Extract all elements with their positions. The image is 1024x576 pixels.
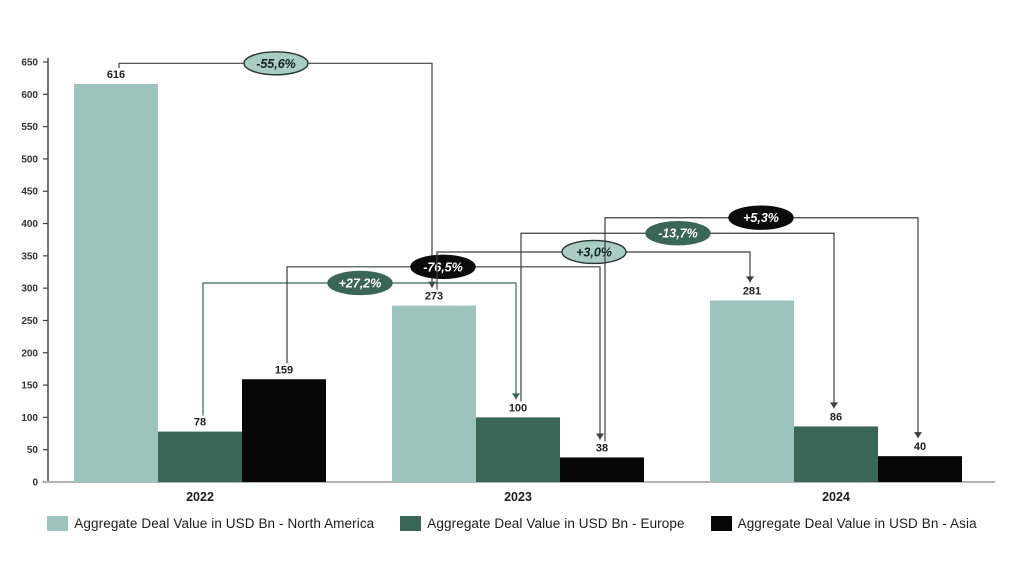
bar-2022-series2 <box>242 379 326 482</box>
y-axis-tick-label: 600 <box>21 90 38 101</box>
change-badge-label: -55,6% <box>256 57 296 71</box>
y-axis-tick-label: 0 <box>32 478 38 489</box>
bar-2024-series1 <box>794 426 878 482</box>
change-badge-label: +3,0% <box>576 245 612 259</box>
y-axis-tick-label: 650 <box>21 58 38 69</box>
legend-item-north-america: Aggregate Deal Value in USD Bn - North A… <box>47 516 374 531</box>
connector-arrowhead <box>746 276 754 283</box>
bar-2023-series0 <box>392 305 476 482</box>
y-axis-tick-label: 350 <box>21 251 38 262</box>
bar-value-label: 86 <box>830 411 842 423</box>
y-axis-tick-label: 200 <box>21 348 38 359</box>
y-axis-tick-label: 300 <box>21 284 38 295</box>
legend-swatch-asia <box>710 516 732 531</box>
connector-arrowhead <box>512 393 520 400</box>
bar-2024-series2 <box>878 456 962 482</box>
y-axis-tick-label: 400 <box>21 219 38 230</box>
x-axis-label-2022: 2022 <box>186 490 214 504</box>
legend-label-europe: Aggregate Deal Value in USD Bn - Europe <box>427 516 685 531</box>
bar-value-label: 78 <box>194 417 206 429</box>
bar-2022-series1 <box>158 431 242 482</box>
x-axis-label-2024: 2024 <box>822 490 850 504</box>
bar-value-label: 40 <box>914 441 926 453</box>
legend-item-europe: Aggregate Deal Value in USD Bn - Europe <box>400 516 684 531</box>
legend-swatch-europe <box>400 516 422 531</box>
change-badge <box>561 239 627 265</box>
legend-label-asia: Aggregate Deal Value in USD Bn - Asia <box>737 516 977 531</box>
legend-swatch-north-america <box>47 516 69 531</box>
legend-item-asia: Aggregate Deal Value in USD Bn - Asia <box>710 516 977 531</box>
change-badge-label: -76,5% <box>423 260 463 274</box>
bar-value-label: 38 <box>596 442 608 454</box>
bar-value-label: 273 <box>425 291 443 303</box>
change-badge-label: -13,7% <box>658 227 698 241</box>
change-badge <box>410 254 476 280</box>
bar-value-label: 159 <box>275 364 293 376</box>
y-axis-tick-label: 250 <box>21 316 38 327</box>
change-badge-label: +27,2% <box>339 276 382 290</box>
y-axis-tick-label: 500 <box>21 154 38 165</box>
bar-2022-series0 <box>74 83 158 482</box>
legend: Aggregate Deal Value in USD Bn - North A… <box>0 516 1024 531</box>
change-badge <box>728 205 794 230</box>
y-axis-tick-label: 150 <box>21 381 38 392</box>
connector-arrowhead <box>596 433 604 440</box>
change-badge <box>645 221 711 246</box>
change-badge <box>243 51 309 76</box>
bar-value-label: 100 <box>509 402 527 414</box>
bar-value-label: 616 <box>107 69 125 81</box>
bar-2023-series1 <box>476 417 560 482</box>
bar-2024-series0 <box>710 300 794 482</box>
bar-chart: 0 50 100 150 200 250 300 350 400 450 500 550 600 650 6… <box>21 51 995 504</box>
bar-2023-series2 <box>560 457 644 482</box>
y-axis-tick-label: 100 <box>21 413 38 424</box>
x-axis-label-2023: 2023 <box>504 490 532 504</box>
change-badge <box>327 270 393 296</box>
connector-arrowhead <box>914 432 922 439</box>
change-badge-label: +5,3% <box>743 211 779 225</box>
y-axis-tick-label: 50 <box>27 445 39 456</box>
y-axis-tick-label: 550 <box>21 122 38 133</box>
y-axis-tick-label: 450 <box>21 187 38 198</box>
bar-value-label: 281 <box>743 285 761 297</box>
connector-line <box>118 62 433 288</box>
legend-label-north-america: Aggregate Deal Value in USD Bn - North A… <box>74 516 375 531</box>
connector-arrowhead <box>830 402 838 409</box>
